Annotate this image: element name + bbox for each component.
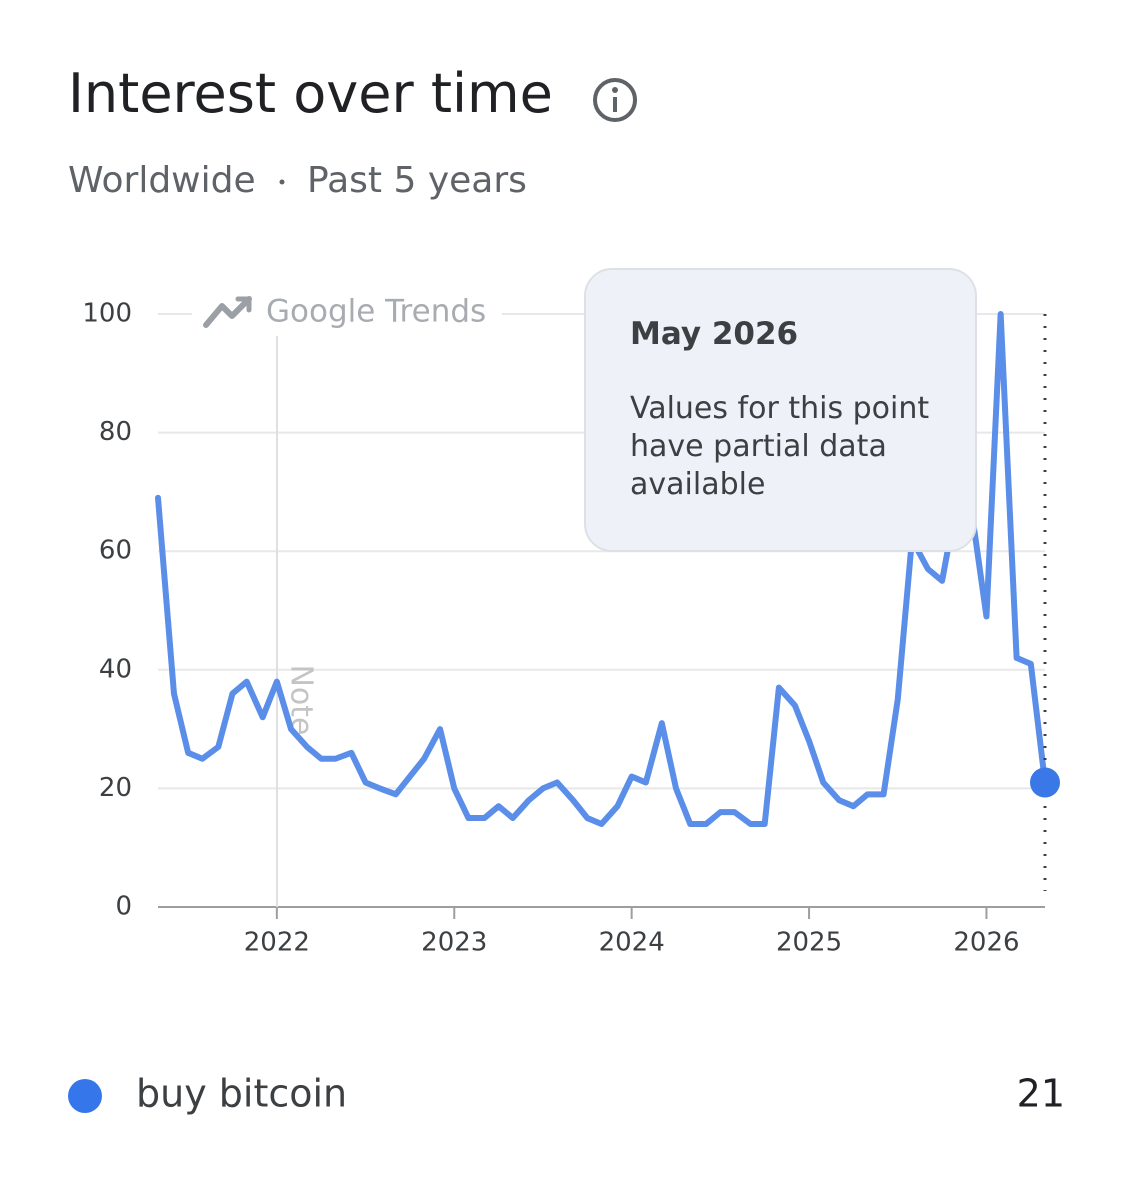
subtitle-period: Past 5 years [307,160,527,201]
watermark: Google Trends [266,294,486,330]
y-tick-label: 40 [99,654,132,684]
tooltip-title: May 2026 [630,316,799,352]
y-tick-label: 60 [99,536,132,566]
y-tick-label: 100 [82,299,132,329]
x-tick-label: 2026 [953,928,1019,958]
y-tick-label: 20 [99,773,132,803]
highlight-point [1030,767,1060,798]
chart-title: Interest over time [68,62,553,125]
tooltip: May 2026 Values for this point have part… [584,268,977,552]
x-tick-label: 2023 [421,928,487,958]
series-line [155,311,1048,827]
watermark-icon [235,296,252,313]
x-tick-label: 2025 [776,928,842,958]
y-tick-label: 0 [115,892,132,922]
legend-label: buy bitcoin [136,1072,347,1116]
info-icon[interactable] [593,78,637,122]
legend-value: 21 [1017,1072,1065,1116]
legend-marker [68,1079,102,1113]
watermark-icon [203,296,252,328]
x-tick-label: 2022 [244,928,310,958]
subtitle-region: Worldwide [68,160,256,201]
tooltip-text: Values for this point have partial data … [630,391,930,502]
x-tick-label: 2024 [599,928,665,958]
separator [279,179,285,185]
y-tick-label: 80 [99,417,132,447]
